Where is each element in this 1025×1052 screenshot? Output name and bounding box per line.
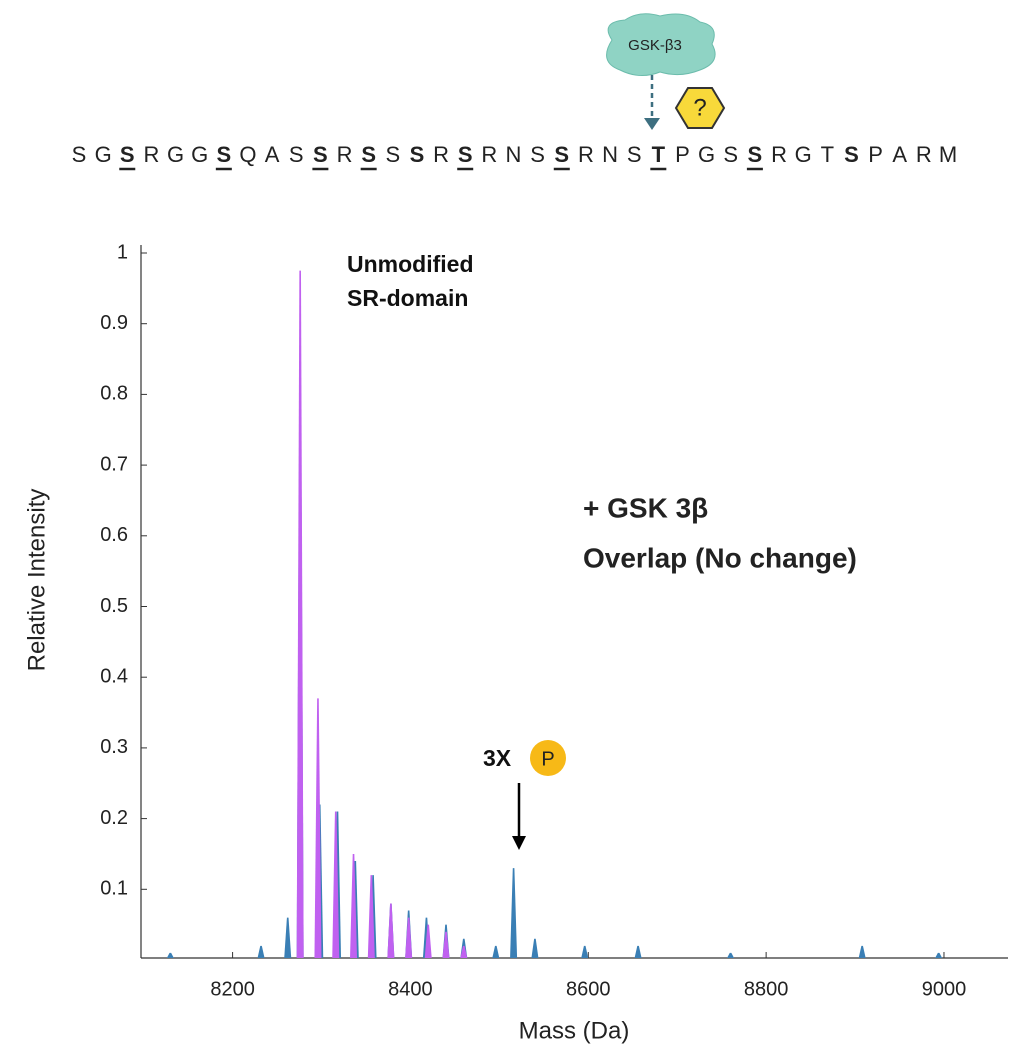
peak (935, 952, 943, 958)
peak (581, 945, 589, 958)
y-tick-label: 0.4 (100, 665, 128, 687)
peak (367, 875, 375, 958)
y-tick-label: 0.8 (100, 383, 128, 405)
residue: R (916, 142, 932, 167)
residue: S (385, 142, 400, 167)
residue: G (698, 142, 715, 167)
x-tick-label: 8200 (210, 978, 255, 1000)
residue: G (95, 142, 112, 167)
peak (166, 952, 174, 958)
peak (424, 924, 432, 958)
enzyme-icon (606, 13, 716, 76)
residue: R (143, 142, 159, 167)
x-axis-label: Mass (Da) (519, 1017, 630, 1044)
y-tick-label: 0.7 (100, 453, 128, 475)
residue: P (675, 142, 690, 167)
peak (460, 945, 468, 958)
x-tick-label: 8400 (388, 978, 433, 1000)
residue: N (602, 142, 618, 167)
residue: G (167, 142, 184, 167)
residue: R (481, 142, 497, 167)
residue: S (554, 142, 569, 167)
phospho-label: P (541, 748, 554, 770)
residue: R (771, 142, 787, 167)
residue: S (361, 142, 376, 167)
peak (314, 698, 322, 958)
y-tick-label: 0.5 (100, 595, 128, 617)
residue: T (821, 142, 834, 167)
residue: S (458, 142, 473, 167)
peak (442, 931, 450, 958)
residue: Q (239, 142, 256, 167)
legend-entry: Overlap (No change) (583, 542, 857, 573)
residue: M (939, 142, 957, 167)
residue: N (506, 142, 522, 167)
x-tick-label: 8600 (566, 978, 611, 1000)
annotation: Unmodified (347, 251, 474, 277)
peak (727, 952, 735, 958)
annotation-arrowhead (512, 836, 526, 850)
y-tick-label: 0.3 (100, 736, 128, 758)
residue: S (313, 142, 328, 167)
legend-entry: + GSK 3β (583, 492, 708, 523)
peak (257, 945, 265, 958)
phospho-icon (530, 740, 566, 776)
peak (634, 945, 642, 958)
residue: S (289, 142, 304, 167)
y-tick-label: 0.2 (100, 807, 128, 829)
peak (284, 917, 292, 958)
residue: S (72, 142, 87, 167)
peak (387, 903, 395, 958)
residue: T (652, 142, 666, 167)
residue: P (868, 142, 883, 167)
enzyme-arrowhead (644, 118, 660, 130)
residue: S (627, 142, 642, 167)
residue: S (844, 142, 859, 167)
residue: G (191, 142, 208, 167)
residue: S (120, 142, 135, 167)
y-tick-label: 1 (117, 241, 128, 263)
residue: S (723, 142, 738, 167)
x-tick-label: 9000 (922, 978, 967, 1000)
unknown-label: ? (693, 94, 706, 121)
unknown-icon (674, 87, 726, 129)
peak (531, 938, 539, 958)
peak (405, 917, 413, 958)
residue: R (433, 142, 449, 167)
annotation: SR-domain (347, 285, 468, 311)
y-tick-label: 0.1 (100, 878, 128, 900)
residue: A (892, 142, 907, 167)
y-tick-label: 0.9 (100, 312, 128, 334)
peak (492, 945, 500, 958)
residue: S (216, 142, 231, 167)
residue: R (337, 142, 353, 167)
residue: S (530, 142, 545, 167)
y-axis-label: Relative Intensity (23, 489, 50, 672)
residue: G (795, 142, 812, 167)
residue: S (410, 142, 425, 167)
residue: S (748, 142, 763, 167)
enzyme-label: GSK-β3 (628, 37, 682, 54)
y-tick-label: 0.6 (100, 524, 128, 546)
annotation: 3X (483, 745, 512, 771)
peak (296, 270, 304, 958)
peak (858, 945, 866, 958)
peak (332, 811, 340, 958)
peak (350, 853, 358, 958)
peak (510, 868, 518, 958)
residue: R (578, 142, 594, 167)
residue: A (265, 142, 280, 167)
x-tick-label: 8800 (744, 978, 789, 1000)
